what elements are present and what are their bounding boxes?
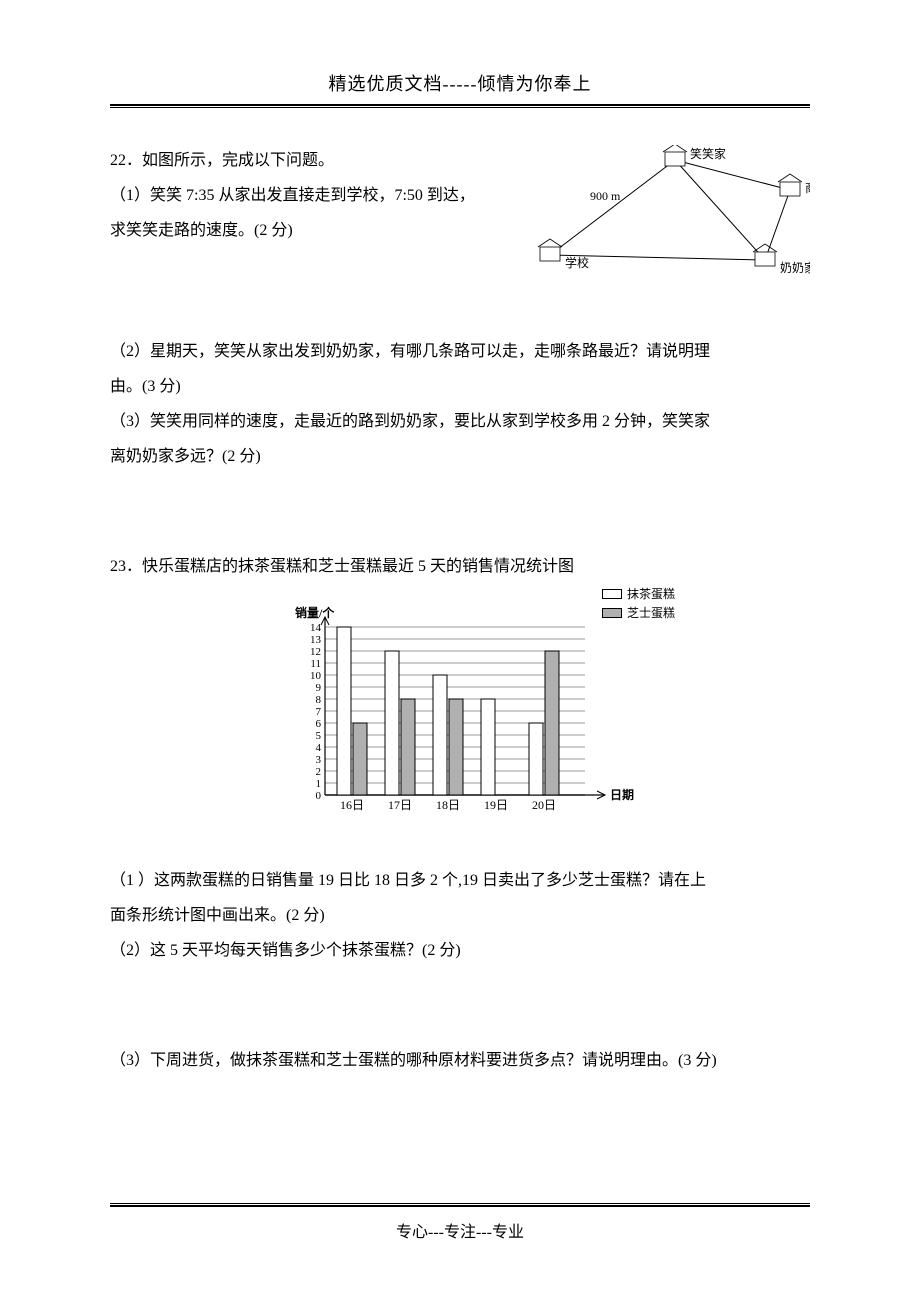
legend-item-matcha: 抹茶蛋糕: [602, 585, 675, 604]
svg-text:10: 10: [310, 670, 322, 682]
svg-text:11: 11: [310, 658, 321, 670]
q23-part2: （2）这 5 天平均每天销售多少个抹茶蛋糕？(2 分): [110, 933, 810, 968]
chart-legend: 抹茶蛋糕 芝士蛋糕: [602, 585, 675, 623]
svg-text:900 m: 900 m: [590, 189, 621, 203]
svg-text:笑笑家: 笑笑家: [690, 146, 726, 161]
footer-rule: [110, 1203, 810, 1207]
svg-text:14: 14: [310, 622, 322, 634]
legend-item-cheese: 芝士蛋糕: [602, 604, 675, 623]
svg-text:奶奶家: 奶奶家: [780, 260, 810, 275]
svg-text:0: 0: [316, 790, 322, 802]
legend-label-cheese: 芝士蛋糕: [627, 604, 675, 623]
svg-text:19日: 19日: [484, 798, 508, 812]
sales-chart: 抹茶蛋糕 芝士蛋糕 销量/个01234567891011121314日期16日1…: [110, 595, 810, 848]
q22-part2-line2: 由。(3 分): [110, 369, 810, 404]
svg-text:18日: 18日: [436, 798, 460, 812]
page-footer: 专心---专注---专业: [0, 1218, 920, 1242]
svg-text:7: 7: [316, 706, 322, 718]
page-header: 精选优质文档-----倾情为你奉上: [110, 70, 810, 96]
q22-part2-line1: （2）星期天，笑笑从家出发到奶奶家，有哪几条路可以走，走哪条路最近？请说明理: [110, 334, 810, 369]
content-area: 22．如图所示，完成以下问题。 （1）笑笑 7:35 从家出发直接走到学校，7:…: [110, 143, 810, 1078]
svg-text:9: 9: [316, 682, 322, 694]
svg-text:12: 12: [310, 646, 321, 658]
svg-text:6: 6: [316, 718, 322, 730]
svg-text:3: 3: [316, 754, 322, 766]
route-diagram: 900 m 笑笑家商场学校 奶奶家: [510, 145, 810, 285]
svg-text:日期: 日期: [610, 787, 634, 802]
svg-text:2: 2: [316, 766, 322, 778]
svg-text:学校: 学校: [565, 255, 589, 270]
legend-swatch-cheese: [602, 608, 622, 618]
q23-part1-line1: （1 ）这两款蛋糕的日销售量 19 日比 18 日多 2 个,19 日卖出了多少…: [110, 863, 810, 898]
legend-swatch-matcha: [602, 589, 622, 599]
q22-part3-line2: 离奶奶家多远？(2 分): [110, 439, 810, 474]
svg-text:1: 1: [316, 778, 322, 790]
svg-text:销量/个: 销量/个: [295, 605, 335, 620]
q23-title: 23．快乐蛋糕店的抹茶蛋糕和芝士蛋糕最近 5 天的销售情况统计图: [110, 549, 810, 584]
q23-part3: （3）下周进货，做抹茶蛋糕和芝士蛋糕的哪种原材料要进货多点？请说明理由。(3 分…: [110, 1043, 810, 1078]
svg-text:16日: 16日: [340, 798, 364, 812]
legend-label-matcha: 抹茶蛋糕: [627, 585, 675, 604]
svg-text:20日: 20日: [532, 798, 556, 812]
svg-text:商场: 商场: [805, 180, 810, 195]
q23-part1-line2: 面条形统计图中画出来。(2 分): [110, 898, 810, 933]
svg-text:4: 4: [316, 742, 322, 754]
header-rule: [110, 104, 810, 108]
svg-text:17日: 17日: [388, 798, 412, 812]
svg-text:8: 8: [316, 694, 322, 706]
svg-text:13: 13: [310, 634, 322, 646]
svg-text:5: 5: [316, 730, 322, 742]
q22-part3-line1: （3）笑笑用同样的速度，走最近的路到奶奶家，要比从家到学校多用 2 分钟，笑笑家: [110, 404, 810, 439]
